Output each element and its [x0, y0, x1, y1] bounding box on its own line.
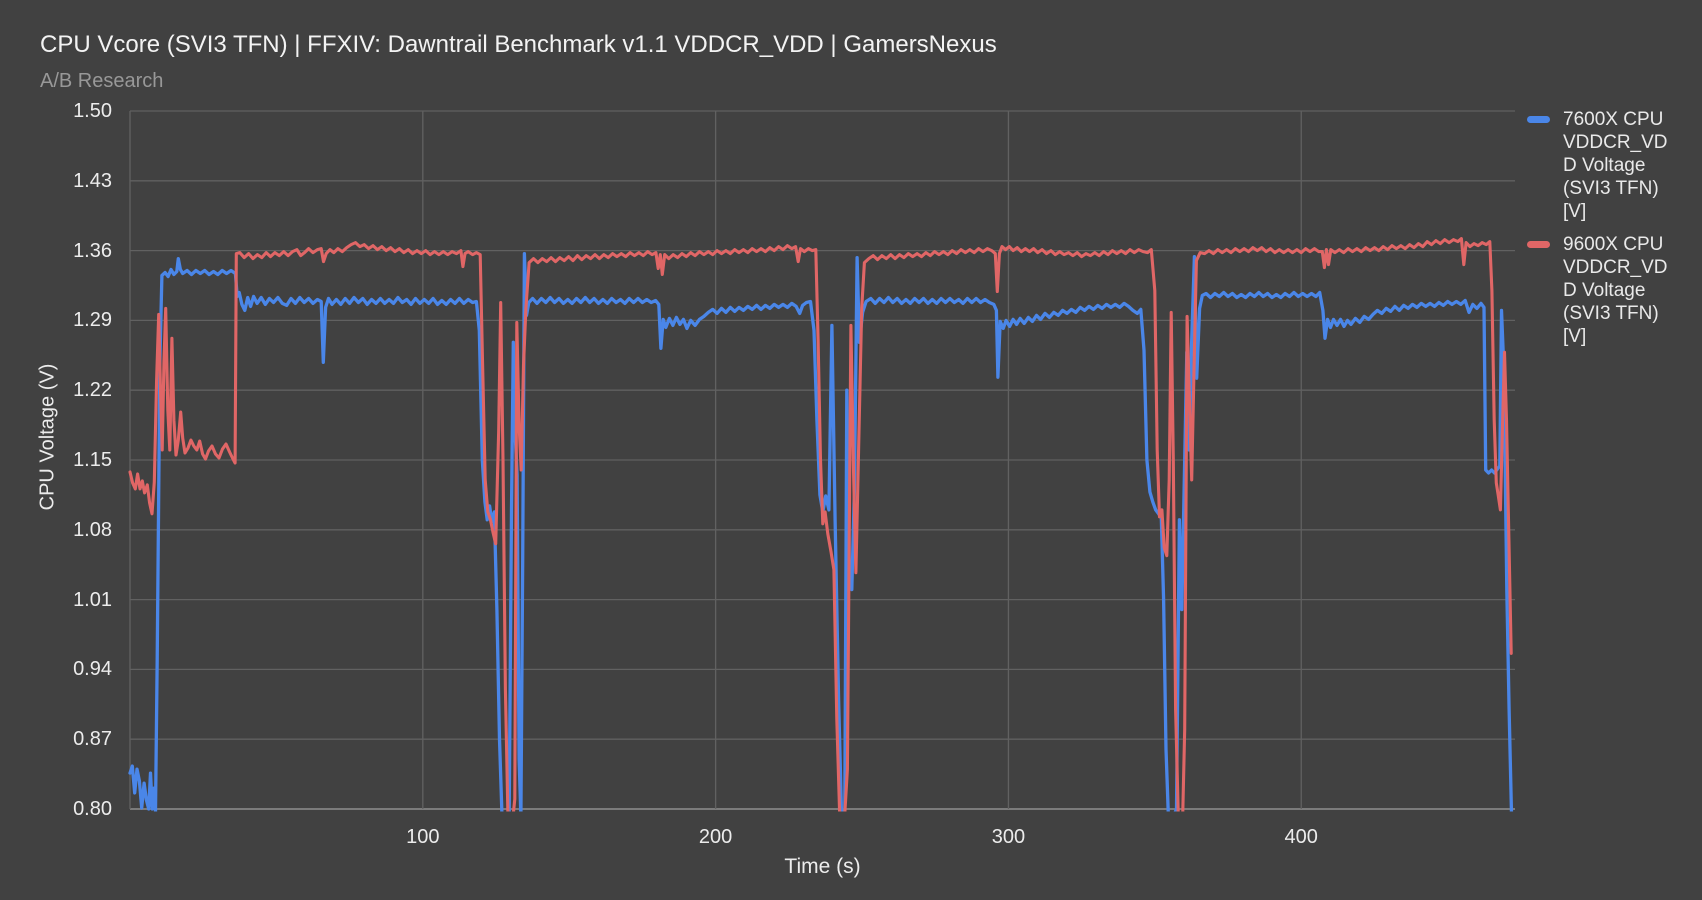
chart-title: CPU Vcore (SVI3 TFN) | FFXIV: Dawntrail … — [40, 31, 997, 58]
x-tick-label: 100 — [406, 826, 440, 848]
x-tick-label: 400 — [1284, 826, 1318, 848]
y-tick-label: 0.80 — [73, 798, 112, 820]
y-tick-label: 1.36 — [73, 239, 112, 262]
y-tick-label: 1.50 — [73, 100, 112, 122]
y-tick-label: 1.43 — [73, 169, 112, 192]
legend-label-9600x: 9600X CPU VDDCR_VDD Voltage (SVI3 TFN) [… — [1563, 234, 1668, 347]
x-tick-label: 200 — [698, 826, 733, 848]
y-tick-label: 1.29 — [73, 309, 112, 332]
legend-swatch-red-icon — [1527, 241, 1550, 248]
y-tick-label: 1.22 — [73, 379, 112, 402]
y-tick-label: 1.08 — [73, 518, 112, 541]
series-line-1[interactable] — [128, 237, 1513, 829]
x-tick-label: 300 — [991, 826, 1026, 848]
y-tick-label: 0.87 — [73, 728, 112, 751]
x-axis-title: Time (s) — [784, 855, 861, 878]
y-tick-label: 1.01 — [73, 588, 112, 611]
y-tick-label: 0.94 — [73, 658, 112, 681]
y-tick-label: 1.15 — [73, 449, 112, 471]
series-line-0[interactable] — [128, 251, 1514, 819]
chart-subtitle: A/B Research — [40, 70, 164, 92]
legend-entry-7600x[interactable]: 7600X CPU VDDCR_VDD Voltage (SVI3 TFN) [… — [1527, 108, 1697, 223]
legend-swatch-blue-icon — [1527, 116, 1550, 123]
legend-label-7600x: 7600X CPU VDDCR_VDD Voltage (SVI3 TFN) [… — [1563, 109, 1668, 222]
legend: 7600X CPU VDDCR_VDD Voltage (SVI3 TFN) [… — [1527, 108, 1697, 358]
legend-entry-9600x[interactable]: 9600X CPU VDDCR_VDD Voltage (SVI3 TFN) [… — [1527, 233, 1697, 348]
